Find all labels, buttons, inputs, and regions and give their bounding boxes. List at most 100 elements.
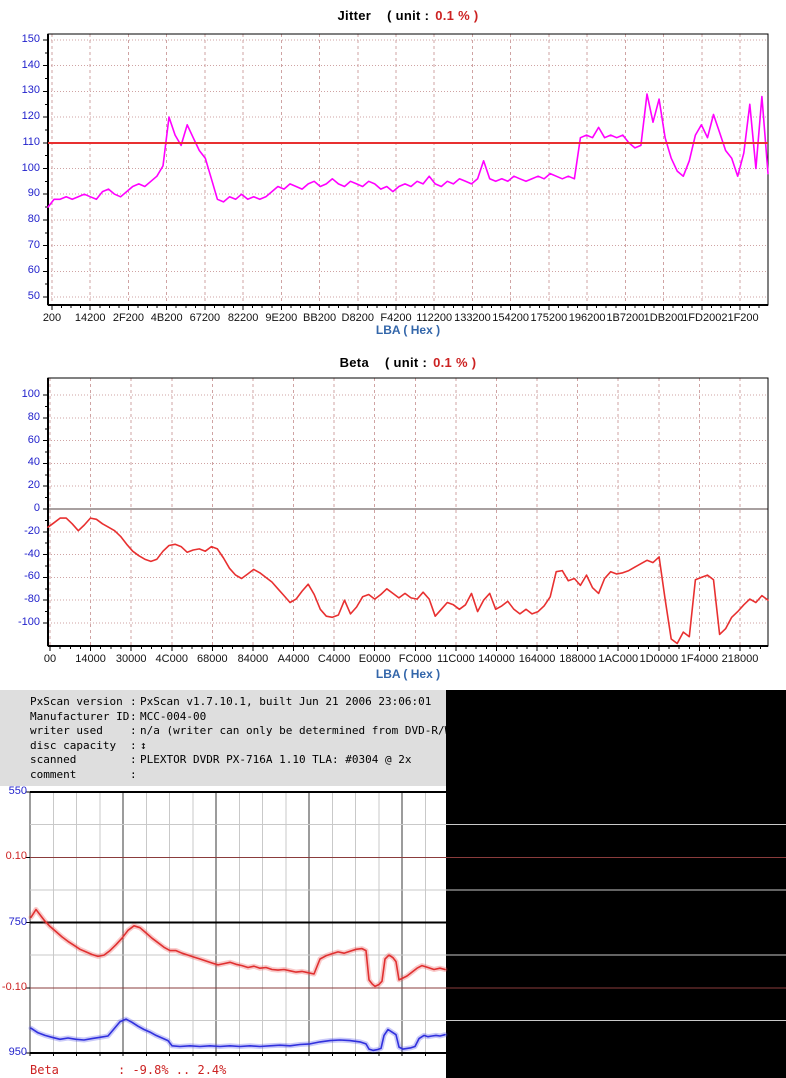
info-panel: PxScan version: PxScan v1.7.10.1, built J… <box>0 690 458 786</box>
jitter-title-unit-prefix: ( unit : <box>387 8 430 23</box>
beta-y-tick-label: -80 <box>24 593 40 606</box>
beta-plot-frame <box>47 377 769 647</box>
jitter-x-tick-label: 67200 <box>189 312 221 324</box>
info-label: scanned <box>30 753 77 766</box>
combined-y-label: 950 <box>8 1046 27 1058</box>
info-colon: : <box>130 767 137 781</box>
info-value: PxScan v1.7.10.1, built Jun 21 2006 23:0… <box>140 695 432 708</box>
combined-beta-trace-halo <box>28 907 448 989</box>
jitter-x-tick-label: BB200 <box>303 312 337 324</box>
jitter-plot-frame <box>47 33 769 306</box>
jitter-y-tick-label: 110 <box>22 135 40 148</box>
jitter-trace <box>47 93 769 208</box>
beta-x-tick-label: 30000 <box>115 653 147 665</box>
jitter-x-tick-label: F4200 <box>380 312 412 324</box>
beta-y-tick-label: -40 <box>24 547 40 560</box>
jitter-x-tick-label: 1B7200 <box>606 312 645 324</box>
jitter-lba-axis-label: LBA ( Hex ) <box>375 323 441 337</box>
jitter-x-tick-label: 2F200 <box>112 312 145 324</box>
beta-x-tick-label: 68000 <box>197 653 228 665</box>
footer-beta-range: : -9.8% .. 2.4% <box>118 1063 227 1077</box>
jitter-y-tick-label: 140 <box>21 58 40 71</box>
beta-y-tick-label: -20 <box>24 524 40 537</box>
info-row: scanned: PLEXTOR DVDR PX-716A 1.10 TLA: #… <box>0 753 446 768</box>
jitter-title-unit-value: 0.1 % ) <box>435 8 479 23</box>
beta-lba-axis-label: LBA ( Hex ) <box>375 667 441 681</box>
jitter-y-tick-label: 150 <box>21 33 40 45</box>
beta-x-tick-label: 140000 <box>478 653 515 665</box>
combined-y-label: 750 <box>8 915 27 928</box>
jitter-x-tick-label: 1FD200 <box>682 312 722 324</box>
jitter-x-tick-label: 133200 <box>454 312 491 324</box>
black-region <box>446 690 786 1078</box>
beta-title-unit-prefix: ( unit : <box>384 355 428 370</box>
jitter-x-tick-label: D8200 <box>341 312 374 324</box>
jitter-chart-title: Jitter ( unit : 0.1 % ) <box>48 8 768 23</box>
info-value: ↕ <box>140 738 147 752</box>
jitter-x-tick-label: 14200 <box>74 312 106 324</box>
jitter-x-tick-label: 112200 <box>416 312 453 324</box>
info-value: PLEXTOR DVDR PX-716A 1.10 TLA: #0304 @ 2… <box>140 753 412 766</box>
combined-y-label: 550 <box>8 785 27 797</box>
beta-x-tick-label: C4000 <box>317 653 351 665</box>
jitter-x-tick-label: 9E200 <box>265 312 298 324</box>
combined-y-label: -0.10 <box>1 980 27 993</box>
beta-y-tick-label: -100 <box>17 616 40 628</box>
jitter-x-tick-label: 21F200 <box>721 312 759 324</box>
beta-chart-title: Beta ( unit : 0.1 % ) <box>48 355 768 370</box>
beta-x-tick-label: E0000 <box>358 653 391 665</box>
jitter-x-tick-label: 154200 <box>492 312 530 324</box>
jitter-x-tick-label: 196200 <box>568 312 606 324</box>
info-row: disc capacity: ↕ <box>0 739 446 754</box>
info-row: PxScan version: PxScan v1.7.10.1, built J… <box>0 695 446 710</box>
beta-title-unit-value: 0.1 % ) <box>433 355 477 370</box>
beta-x-tick-label: A4000 <box>277 653 310 665</box>
beta-title-text: Beta <box>339 355 369 370</box>
info-value: n/a (writer can only be determined from … <box>140 724 458 737</box>
info-label: comment <box>30 767 77 781</box>
jitter-y-tick-label: 130 <box>21 84 40 97</box>
jitter-x-tick-label: 200 <box>42 312 62 324</box>
jitter-x-tick-label: 82200 <box>227 312 259 324</box>
combined-jitter-trace-halo <box>28 1016 448 1053</box>
info-colon: : <box>130 724 137 737</box>
beta-x-tick-label: FC000 <box>398 653 432 665</box>
info-value: MCC-004-00 <box>140 709 207 723</box>
beta-x-tick-label: 00 <box>43 653 57 665</box>
info-colon: : <box>130 695 137 708</box>
jitter-x-tick-label: 1DB200 <box>643 312 684 324</box>
beta-x-tick-label: 11C000 <box>437 653 475 665</box>
jitter-x-tick-label: 175200 <box>530 312 568 324</box>
info-row: comment: <box>0 768 446 783</box>
info-row: writer used: n/a (writer can only be dete… <box>0 724 458 739</box>
combined-jitter-trace <box>30 1018 446 1052</box>
beta-trace <box>47 517 769 645</box>
beta-x-tick-label: 14000 <box>75 653 106 665</box>
footer-beta-label: Beta <box>30 1063 59 1077</box>
beta-y-tick-label: 0 <box>33 502 40 514</box>
beta-x-tick-label: 218000 <box>721 653 759 665</box>
info-label: writer used <box>30 724 103 737</box>
jitter-y-tick-label: 50 <box>27 290 40 302</box>
beta-x-tick-label: 1AC000 <box>598 653 639 665</box>
beta-y-tick-label: 60 <box>27 433 40 446</box>
beta-x-tick-label: 84000 <box>237 653 269 665</box>
beta-x-tick-label: 164000 <box>518 653 556 665</box>
jitter-y-tick-label: 90 <box>27 187 40 200</box>
jitter-y-tick-label: 60 <box>27 264 40 277</box>
jitter-x-tick-label: 4B200 <box>150 312 183 324</box>
jitter-title-text: Jitter <box>337 8 372 23</box>
info-label: Manufacturer ID <box>30 709 130 723</box>
jitter-y-tick-label: 70 <box>27 238 40 251</box>
info-colon: : <box>130 753 137 766</box>
info-colon: : <box>130 709 137 723</box>
beta-y-tick-label: 80 <box>27 410 40 423</box>
jitter-y-tick-label: 120 <box>21 110 40 123</box>
beta-y-tick-label: 100 <box>21 388 40 400</box>
combined-y-label: 0.10 <box>5 850 27 863</box>
beta-y-tick-label: 20 <box>27 479 40 492</box>
beta-x-tick-label: 4C000 <box>155 653 188 665</box>
beta-x-tick-label: 1D0000 <box>639 653 679 665</box>
beta-y-tick-label: -60 <box>24 570 40 583</box>
